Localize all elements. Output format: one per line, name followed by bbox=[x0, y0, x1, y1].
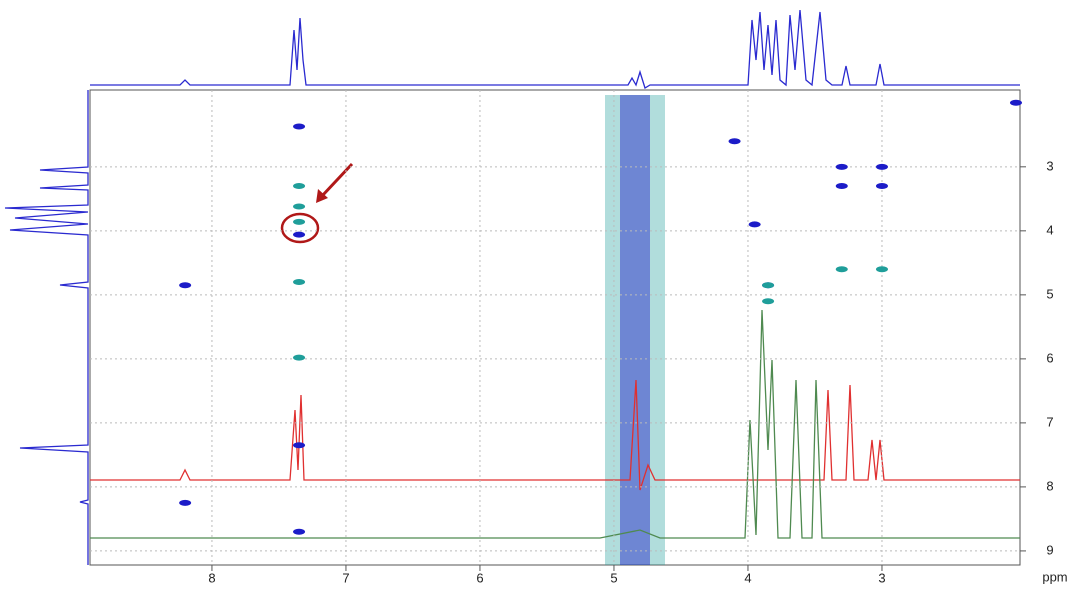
y-tick-label: 3 bbox=[1046, 158, 1053, 173]
cross-peak bbox=[293, 355, 305, 361]
cross-peak bbox=[836, 183, 848, 189]
cross-peak bbox=[179, 282, 191, 288]
red-trace bbox=[90, 380, 1020, 490]
cross-peak bbox=[1010, 100, 1022, 106]
cross-peak bbox=[876, 266, 888, 272]
top-projection bbox=[90, 10, 1020, 88]
cross-peak bbox=[293, 279, 305, 285]
cross-peak bbox=[836, 266, 848, 272]
x-tick-label: 6 bbox=[476, 570, 483, 585]
cross-peak bbox=[179, 500, 191, 506]
y-tick-label: 9 bbox=[1046, 542, 1053, 557]
left-projection bbox=[5, 90, 88, 565]
cross-peak bbox=[293, 442, 305, 448]
cross-peak bbox=[293, 123, 305, 129]
solvent-band bbox=[620, 95, 650, 565]
x-tick-label: 3 bbox=[878, 570, 885, 585]
arrow-shaft bbox=[322, 164, 352, 196]
cross-peak bbox=[762, 298, 774, 304]
cross-peak bbox=[729, 138, 741, 144]
y-tick-label: 7 bbox=[1046, 414, 1053, 429]
y-tick-label: 8 bbox=[1046, 478, 1053, 493]
cross-peak bbox=[293, 219, 305, 225]
highlight-ellipse bbox=[282, 214, 318, 242]
chart: ppm 8 7 6 5 4 3 3 4 5 6 7 8 9 bbox=[0, 0, 1070, 588]
cross-peak bbox=[293, 529, 305, 535]
cross-peak bbox=[293, 232, 305, 238]
cross-peak bbox=[876, 183, 888, 189]
cross-peak bbox=[876, 164, 888, 170]
x-tick-label: 5 bbox=[610, 570, 617, 585]
green-trace bbox=[90, 310, 1020, 538]
plot-frame bbox=[90, 90, 1020, 565]
cross-peak bbox=[293, 204, 305, 210]
x-tick-label: 7 bbox=[342, 570, 349, 585]
x-tick-label: 8 bbox=[208, 570, 215, 585]
cross-peak bbox=[749, 221, 761, 227]
y-tick-label: 5 bbox=[1046, 286, 1053, 301]
x-tick-label: 4 bbox=[744, 570, 751, 585]
y-tick-label: 4 bbox=[1046, 222, 1053, 237]
cross-peak bbox=[836, 164, 848, 170]
x-axis-label: ppm bbox=[1042, 569, 1067, 584]
cross-peak bbox=[293, 183, 305, 189]
y-tick-label: 6 bbox=[1046, 350, 1053, 365]
cross-peak bbox=[762, 282, 774, 288]
